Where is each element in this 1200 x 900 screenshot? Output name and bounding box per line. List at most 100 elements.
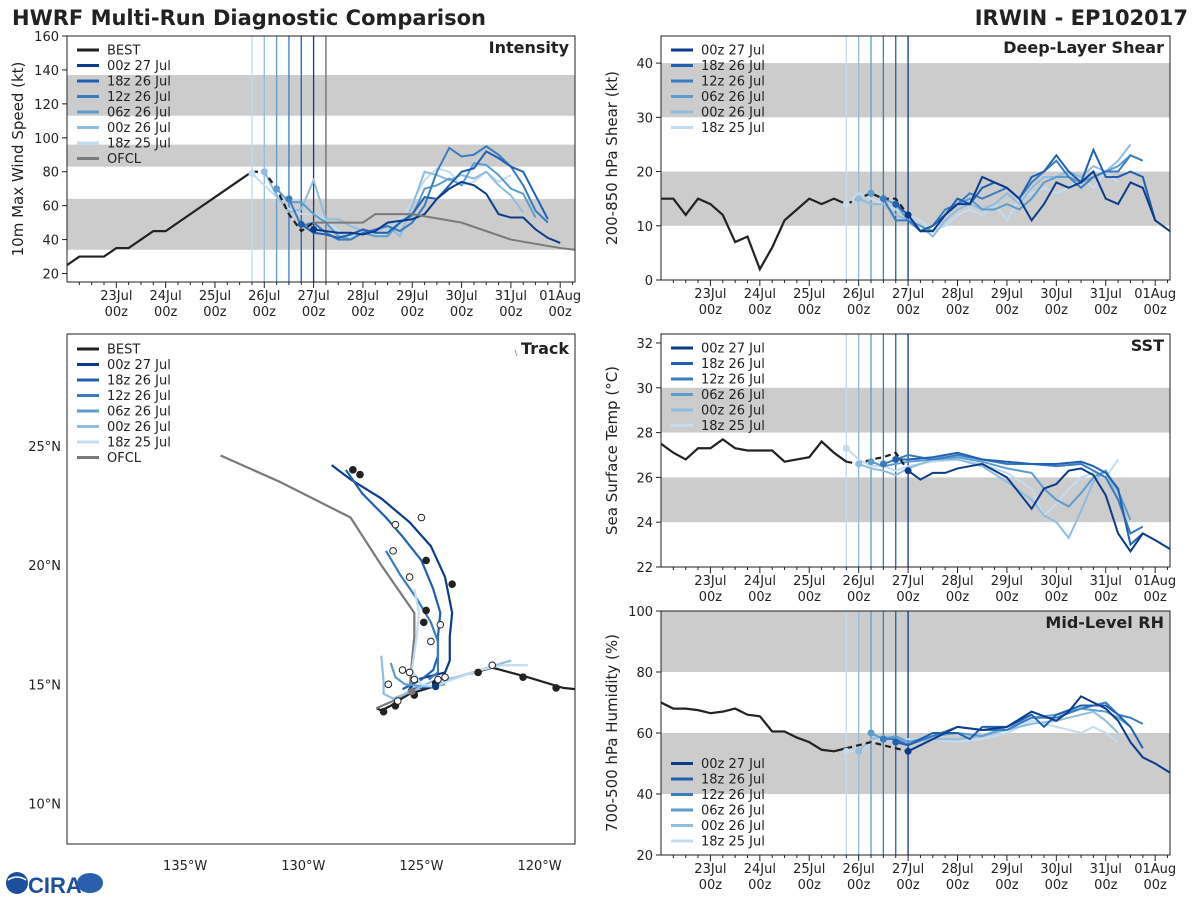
x-tick-hour-label: 00z [1143,590,1167,605]
series-06z-26-jul [870,456,1132,521]
legend-label: 06z 26 Jul [701,90,765,105]
y-axis-label: 700-500 hPa Humidity (%) [603,634,621,832]
x-tick-day-label: 28Jul [941,862,973,877]
x-tick-hour-label: 00z [798,303,822,318]
x-tick-hour-label: 00z [699,878,723,893]
threshold-band-1 [661,63,1170,118]
axes-frame [66,35,576,283]
x-tick-hour-label: 00z [302,305,326,320]
y-tick-label: 80 [636,666,653,681]
x-tick-hour-label: 00z [253,305,277,320]
initial-point-12z-26-jul [879,195,887,203]
x-tick-hour-label: 00z [1045,303,1069,318]
x-tick-day-label: 23Jul [694,862,726,877]
axes-frame [66,333,576,845]
x-tick-day-label: 23Jul [100,289,132,304]
y-tick-label: 100 [628,605,653,620]
latitude-label: 25°N [28,440,61,455]
x-tick-day-label: 31Jul [1090,574,1122,589]
series-18z-26-jul [895,451,1144,547]
longitude-label: 120°W [517,859,561,874]
track-position-open [488,661,497,670]
x-tick-day-label: 01Aug [1134,862,1176,877]
legend-label: 06z 26 Jul [701,804,765,819]
x-tick-hour-label: 00z [847,303,871,318]
x-tick-day-label: 26Jul [843,862,875,877]
legend-label: 18z 26 Jul [107,374,171,389]
series-00z-27-jul [907,169,1170,233]
legend-label: 00z 27 Jul [107,59,171,74]
x-tick-hour-label: 00z [499,305,523,320]
x-tick-hour-label: 00z [748,878,772,893]
map-background [67,334,575,844]
x-tick-day-label: 28Jul [941,574,973,589]
legend-label: BEST [107,44,140,59]
y-tick-label: 140 [34,64,59,79]
legend-label: 18z 25 Jul [701,419,765,434]
track-position-filled [552,684,560,692]
cira-logo: CIRA [6,872,103,898]
track-position-open [405,573,414,581]
legend-label: 00z 27 Jul [107,358,171,373]
initial-position-ofcl [408,687,416,696]
x-tick-hour-label: 00z [946,590,970,605]
track-18z-26-jul [344,469,442,691]
y-axis-label: 200-850 hPa Shear (kt) [603,71,621,245]
x-tick-hour-label: 00z [995,878,1019,893]
y-tick-label: 120 [34,98,59,113]
series-18z-26-jul [895,147,1157,233]
x-tick-hour-label: 00z [1143,878,1167,893]
y-tick-label: 60 [636,727,653,742]
y-tick-label: 22 [636,561,653,576]
threshold-band-1 [661,387,1170,433]
figure-title: HWRF Multi-Run Diagnostic Comparison [12,6,486,30]
legend-label: 12z 26 Jul [107,389,171,404]
plot-area [67,36,575,282]
x-tick-day-label: 30Jul [1040,574,1072,589]
series-best-dashed [846,741,909,753]
track-position-open [393,697,402,705]
x-tick-day-label: 30Jul [1040,287,1072,302]
intensity-panel: 2040608010012014016023Jul00z24Jul00z25Ju… [9,30,581,320]
latitude-label: 15°N [28,678,61,693]
x-tick-hour-label: 00z [995,303,1019,318]
x-tick-day-label: 28Jul [347,289,379,304]
axes-frame [660,35,1171,281]
legend-label: 00z 26 Jul [701,404,765,419]
series-18z-25-jul [845,170,1119,233]
x-tick-hour-label: 00z [699,590,723,605]
legend-label: BEST [107,343,140,358]
x-tick-day-label: 31Jul [1090,862,1122,877]
x-tick-day-label: 27Jul [892,862,924,877]
coastline-fragment [514,349,518,357]
track-position-filled [419,618,428,627]
track-position-open [384,680,393,689]
series-00z-27-jul [313,180,561,244]
initial-point-06z-26-jul [867,458,875,466]
x-tick-day-label: 30Jul [1040,862,1072,877]
initial-point-06z-26-jul [273,185,281,193]
y-tick-label: 26 [636,471,653,486]
plot-area [661,334,1170,567]
x-tick-day-label: 23Jul [694,287,726,302]
series-ofcl [313,213,575,251]
track-position-filled [356,470,364,479]
logo-text: CIRA [28,873,82,898]
storm-name: IRWIN - EP102017 [975,6,1188,30]
logo-swirl-icon [7,876,27,881]
x-tick-hour-label: 00z [847,590,871,605]
track-position-open [434,675,442,684]
x-tick-hour-label: 00z [1094,590,1118,605]
legend-label: 12z 26 Jul [701,373,765,388]
track-12z-26-jul [385,550,440,681]
track-position-filled [448,580,456,589]
series-00z-27-jul [907,462,1170,554]
track-position-open [410,675,419,684]
initial-position-00z-27-jul [431,683,440,691]
threshold-band-0 [661,477,1170,523]
x-tick-day-label: 27Jul [892,287,924,302]
initial-point-00z-26-jul [855,747,863,755]
x-tick-hour-label: 00z [946,878,970,893]
